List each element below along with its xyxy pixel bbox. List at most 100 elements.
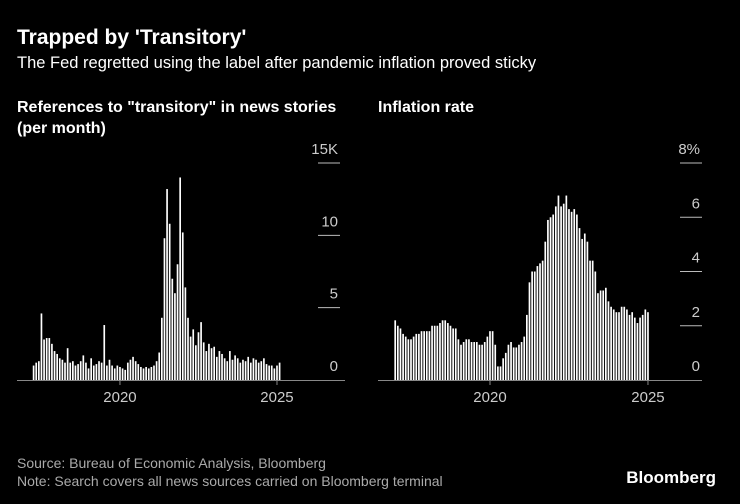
- title-line: (per month): [17, 120, 106, 137]
- title: Trapped by 'Transitory': [17, 26, 246, 49]
- bar: [45, 338, 48, 380]
- bar: [623, 306, 626, 380]
- bar: [583, 233, 586, 380]
- bar: [573, 209, 576, 380]
- title-line: Inflation rate: [378, 99, 474, 116]
- bar: [111, 365, 113, 380]
- bar: [48, 338, 51, 380]
- bar: [163, 238, 166, 380]
- bar: [179, 177, 181, 380]
- bar: [119, 366, 121, 380]
- bar: [160, 317, 163, 380]
- bar: [589, 260, 591, 380]
- bar: [454, 328, 457, 380]
- bar: [402, 333, 404, 380]
- bar: [168, 223, 171, 380]
- bar: [242, 359, 244, 380]
- bar: [124, 369, 127, 380]
- bar: [176, 264, 179, 380]
- bar: [412, 336, 415, 380]
- bar: [528, 282, 531, 380]
- bar: [181, 232, 184, 380]
- bar: [560, 206, 562, 380]
- bar: [53, 351, 56, 380]
- title-line: References to "transitory" in news stori…: [17, 99, 336, 116]
- bar: [449, 325, 452, 380]
- bar: [465, 339, 468, 380]
- bar: [639, 317, 641, 380]
- bar: [394, 320, 397, 380]
- bar: [586, 241, 589, 380]
- bar: [552, 214, 555, 380]
- bar: [431, 325, 433, 380]
- x-tick-label: 2025: [260, 389, 293, 406]
- panel-title: References to "transitory" in news stori…: [17, 99, 336, 137]
- bar: [260, 361, 263, 380]
- bar: [410, 339, 412, 380]
- bar: [518, 344, 520, 380]
- bar: [32, 365, 35, 380]
- bar: [153, 365, 155, 380]
- bar: [396, 325, 399, 380]
- bar: [100, 362, 103, 380]
- bar: [85, 362, 87, 380]
- bar: [205, 351, 208, 380]
- bar: [591, 260, 594, 380]
- bar: [244, 361, 247, 380]
- bar: [247, 356, 250, 380]
- bar: [612, 309, 615, 380]
- y-tick-label: 15K: [311, 141, 338, 158]
- bar: [523, 336, 526, 380]
- bar: [37, 361, 40, 380]
- bar: [98, 361, 100, 380]
- bar: [255, 359, 257, 380]
- bar: [544, 241, 547, 380]
- bar: [77, 364, 79, 380]
- bar: [644, 309, 647, 380]
- bar: [581, 238, 583, 380]
- bar: [268, 365, 270, 380]
- bar: [570, 211, 573, 380]
- bar: [210, 348, 213, 380]
- bar: [626, 309, 628, 380]
- bar: [418, 333, 420, 380]
- bar: [171, 278, 174, 380]
- bar: [121, 368, 124, 380]
- bar: [276, 365, 278, 380]
- y-tick-label: 5: [330, 286, 338, 303]
- bar: [61, 359, 64, 380]
- bar: [74, 365, 77, 380]
- bar: [278, 362, 281, 380]
- bar: [200, 322, 202, 380]
- bar: [457, 339, 460, 380]
- bar: [108, 359, 111, 380]
- bar: [441, 320, 444, 380]
- note: Note: Search covers all news sources car…: [17, 473, 443, 489]
- bar: [526, 314, 528, 380]
- bar: [223, 358, 226, 380]
- bar: [425, 331, 428, 380]
- bar: [116, 365, 119, 380]
- bar: [92, 365, 95, 380]
- bar: [195, 345, 197, 380]
- y-tick-label: 8%: [678, 141, 700, 158]
- bar: [132, 356, 134, 380]
- bar: [491, 331, 494, 380]
- bar: [423, 331, 426, 380]
- bar: [208, 343, 210, 380]
- bar: [599, 290, 602, 380]
- bar: [520, 342, 523, 380]
- bar: [533, 271, 536, 380]
- bar: [236, 358, 239, 380]
- bar: [129, 359, 132, 380]
- bar: [539, 263, 541, 380]
- bar: [597, 293, 599, 380]
- bar: [82, 355, 85, 380]
- bar: [58, 358, 61, 380]
- bar: [103, 325, 106, 380]
- bar: [234, 355, 236, 380]
- bar: [189, 336, 192, 380]
- x-tick-label: 2020: [103, 389, 136, 406]
- bar: [174, 293, 176, 380]
- bar: [79, 361, 82, 380]
